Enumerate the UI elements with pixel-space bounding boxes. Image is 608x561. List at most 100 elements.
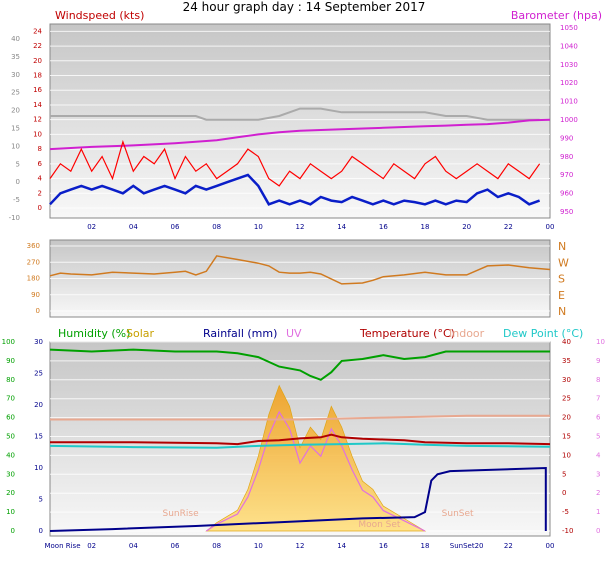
direction-line bbox=[49, 255, 551, 285]
weather-gridlines bbox=[50, 341, 550, 532]
tick-label: 08 bbox=[212, 223, 221, 231]
tick-label: 270 bbox=[27, 258, 40, 266]
tick-label: 16 bbox=[379, 542, 388, 550]
tick-label: 70 bbox=[6, 395, 15, 403]
uv-label: UV bbox=[286, 327, 302, 340]
tick-label: 1010 bbox=[560, 98, 578, 106]
tick-label: -5 bbox=[13, 196, 20, 204]
tick-label: 6 bbox=[596, 414, 601, 422]
tick-label: 16 bbox=[379, 223, 388, 231]
tick-label: 2 bbox=[596, 489, 600, 497]
tick-label: 22 bbox=[504, 542, 513, 550]
weather-series: SunRise Moon Set SunSet bbox=[49, 348, 551, 532]
direction-series bbox=[49, 255, 551, 285]
series-line bbox=[49, 173, 541, 206]
tick-label: 00 bbox=[546, 223, 555, 231]
tick-label: W bbox=[558, 256, 569, 269]
tick-label: 00 bbox=[546, 542, 555, 550]
wind-gridlines bbox=[50, 30, 550, 209]
tick-label: 50 bbox=[6, 433, 15, 441]
tick-label: 2 bbox=[38, 189, 42, 197]
tick-label: 5 bbox=[596, 433, 600, 441]
windspeed-label: Windspeed (kts) bbox=[55, 9, 144, 22]
tick-label: 04 bbox=[129, 223, 138, 231]
tick-label: 10 bbox=[254, 542, 263, 550]
tick-label: 7 bbox=[596, 395, 600, 403]
series-line bbox=[50, 433, 551, 446]
tick-label: 10 bbox=[562, 451, 571, 459]
tick-label: 35 bbox=[11, 53, 20, 61]
tick-label: -5 bbox=[562, 508, 569, 516]
wind-series bbox=[49, 107, 551, 206]
humidity-label: Humidity (%) bbox=[58, 327, 130, 340]
series-line bbox=[49, 348, 550, 381]
tick-label: 12 bbox=[33, 116, 42, 124]
tick-label: 80 bbox=[6, 376, 15, 384]
tick-label: 20 bbox=[562, 414, 571, 422]
tick-label: 18 bbox=[421, 542, 430, 550]
tick-label: 20 bbox=[11, 107, 20, 115]
dewpoint-label: Dew Point (°C) bbox=[503, 327, 583, 340]
tick-label: SunSet20 bbox=[450, 542, 484, 550]
tick-label: 25 bbox=[34, 370, 43, 378]
tick-label: 0 bbox=[38, 204, 42, 212]
tick-label: 35 bbox=[562, 357, 571, 365]
tick-label: 90 bbox=[31, 291, 40, 299]
tick-label: 10 bbox=[254, 223, 263, 231]
tick-label: 4 bbox=[38, 175, 43, 183]
tick-label: 30 bbox=[34, 338, 43, 346]
tick-label: 18 bbox=[33, 72, 42, 80]
tick-label: 8 bbox=[38, 145, 42, 153]
tick-label: 990 bbox=[560, 134, 573, 142]
tick-label: 5 bbox=[39, 496, 43, 504]
tick-label: 25 bbox=[562, 395, 571, 403]
tick-label: 5 bbox=[16, 160, 20, 168]
tick-label: 90 bbox=[6, 357, 15, 365]
series-line bbox=[49, 442, 551, 449]
tick-label: 9 bbox=[596, 357, 600, 365]
tick-label: 40 bbox=[6, 451, 15, 459]
series-line bbox=[49, 118, 551, 151]
tick-label: 180 bbox=[27, 275, 40, 283]
tick-label: 14 bbox=[337, 223, 346, 231]
tick-label: N bbox=[558, 240, 566, 253]
sunset-annotation: SunSet bbox=[442, 509, 474, 519]
tick-label: 30 bbox=[6, 470, 15, 478]
tick-label: 1030 bbox=[560, 61, 578, 69]
tick-label: -10 bbox=[562, 527, 573, 535]
tick-label: 40 bbox=[562, 338, 571, 346]
tick-label: 10 bbox=[596, 338, 605, 346]
barometer-label: Barometer (hpa) bbox=[511, 9, 602, 22]
tick-label: 0 bbox=[562, 489, 566, 497]
tick-label: 14 bbox=[337, 542, 346, 550]
tick-label: 60 bbox=[6, 414, 15, 422]
weather-axis-ticks: 1009080706050403020100302520151050403530… bbox=[2, 338, 605, 550]
tick-label: 6 bbox=[38, 160, 43, 168]
tick-label: 10 bbox=[33, 130, 42, 138]
tick-label: 02 bbox=[87, 223, 96, 231]
series-line bbox=[50, 107, 540, 121]
tick-label: S bbox=[558, 273, 565, 286]
tick-label: 20 bbox=[462, 223, 471, 231]
indoor-label: Indoor bbox=[449, 327, 485, 340]
series-line bbox=[49, 139, 541, 187]
solar-label: Solar bbox=[126, 327, 155, 340]
rainfall-label: Rainfall (mm) bbox=[203, 327, 277, 340]
tick-label: 1020 bbox=[560, 79, 578, 87]
uv-line bbox=[205, 410, 426, 532]
tick-label: 20 bbox=[33, 57, 42, 65]
tick-label: 4 bbox=[596, 451, 601, 459]
tick-label: 22 bbox=[504, 223, 513, 231]
tick-label: 02 bbox=[87, 542, 96, 550]
tick-label: 10 bbox=[11, 142, 20, 150]
wind-panel-bg bbox=[49, 23, 551, 219]
series-line bbox=[50, 414, 550, 421]
tick-label: 1050 bbox=[560, 24, 578, 32]
tick-label: 980 bbox=[560, 153, 573, 161]
sunrise-annotation: SunRise bbox=[163, 509, 200, 519]
wind-axis-ticks: 4035302520151050-5-102422201816141210864… bbox=[9, 24, 578, 231]
tick-label: 100 bbox=[2, 338, 15, 346]
tick-label: 10 bbox=[34, 464, 43, 472]
